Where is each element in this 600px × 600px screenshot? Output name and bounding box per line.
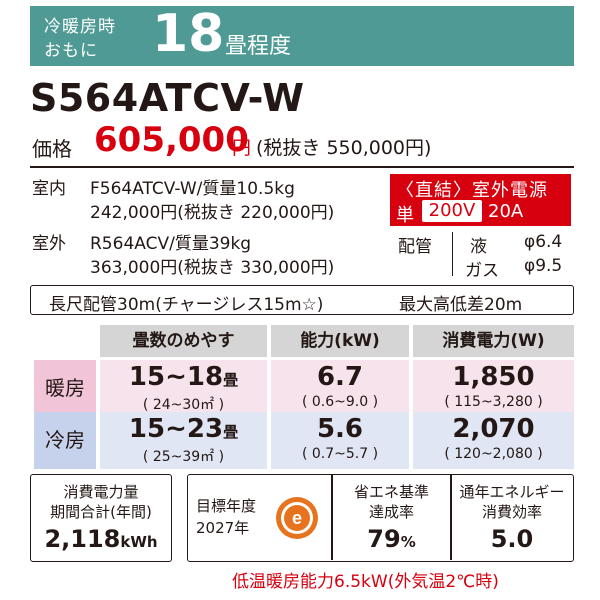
- outdoor-price: 363,000円(税抜き 330,000円): [90, 258, 335, 278]
- outdoor-label: 室外: [32, 234, 66, 254]
- heating-row-label: 暖房: [34, 360, 96, 417]
- cooling-room-size-cell: 15~23畳 ( 25~39㎡ ): [100, 412, 267, 469]
- power-voltage: 200V: [422, 200, 482, 222]
- annual-consumption-value: 2,118kWh: [44, 525, 158, 553]
- power-single-phase: 単: [396, 205, 414, 226]
- indoor-label: 室内: [32, 179, 66, 199]
- heating-power-range: ( 115~3,280 ): [444, 394, 543, 410]
- percent-unit: %: [400, 533, 416, 551]
- power-supply-badge: 〈直結〉室外電源 単 200V 20A: [390, 174, 571, 226]
- header-tatami-value: 18: [152, 4, 225, 64]
- room-size-header: 冷暖房時 おもに 18 畳程度: [30, 4, 574, 66]
- heating-capacity: 6.7: [316, 362, 364, 392]
- tatami-unit: 畳: [223, 371, 239, 389]
- cooling-room-size: 15~23畳: [128, 414, 239, 444]
- cooling-room-area: ( 25~39㎡ ): [142, 449, 225, 465]
- cooling-power: 2,070: [452, 414, 535, 444]
- gas-pipe-label: ガス: [465, 261, 499, 281]
- energy-efficiency-box: 目標年度 2027年 e 省エネ基準 達成率 79% 通年エネルギー 消費効率 …: [187, 474, 574, 562]
- liquid-pipe-label: 液: [470, 237, 487, 257]
- liquid-pipe-size: φ6.4: [524, 232, 563, 252]
- achievement-rate-value: 79%: [367, 525, 416, 553]
- heating-power: 1,850: [452, 362, 535, 392]
- kwh-unit: kWh: [120, 533, 158, 551]
- annual-period-label: 期間合計(年間): [50, 503, 152, 521]
- header-tatami-unit: 畳程度: [225, 34, 292, 59]
- annual-efficiency-value: 5.0: [490, 525, 534, 553]
- annual-efficiency-label: 通年エネルギー: [459, 483, 565, 501]
- power-amperage: 20A: [488, 201, 524, 222]
- consumption-efficiency-label: 消費効率: [481, 503, 542, 521]
- divider: [30, 166, 574, 168]
- max-pipe-length: 長尺配管30m(チャージレス15m☆): [49, 295, 324, 315]
- standard-achievement-label: 省エネ基準: [353, 483, 429, 501]
- gas-pipe-size: φ9.5: [524, 256, 563, 276]
- header-mainly-label: おもに: [44, 41, 98, 61]
- outdoor-model-weight: R564ACV/質量39kg: [90, 234, 252, 254]
- indoor-price: 242,000円(税抜き 220,000円): [90, 203, 335, 223]
- divider: [450, 475, 452, 560]
- cooling-power-range: ( 120~2,080 ): [444, 446, 543, 462]
- header-power-consumption: 消費電力(W): [413, 325, 574, 357]
- price-tax-note: (税抜き 550,000円): [256, 137, 432, 159]
- heating-capacity-cell: 6.7 ( 0.6~9.0 ): [271, 360, 409, 417]
- heating-capacity-range: ( 0.6~9.0 ): [301, 394, 379, 410]
- power-supply-label: 〈直結〉室外電源: [396, 180, 548, 201]
- header-room-size: 畳数のめやす: [100, 325, 267, 357]
- max-height-difference: 最大高低差20m: [399, 295, 523, 315]
- heating-room-area: ( 24~30㎡ ): [142, 397, 225, 413]
- model-number: S564ATCV-W: [30, 76, 305, 120]
- tatami-unit: 畳: [223, 423, 239, 441]
- header-capacity: 能力(kW): [271, 325, 409, 357]
- cooling-capacity-cell: 5.6 ( 0.7~5.7 ): [271, 412, 409, 469]
- heating-room-size: 15~18畳: [128, 362, 239, 392]
- cooling-power-cell: 2,070 ( 120~2,080 ): [413, 412, 574, 469]
- target-year-label: 目標年度: [196, 497, 257, 515]
- heating-power-cell: 1,850 ( 115~3,280 ): [413, 360, 574, 417]
- annual-consumption-box: 消費電力量 期間合計(年間) 2,118kWh: [30, 474, 172, 562]
- indoor-model-weight: F564ATCV-W/質量10.5kg: [90, 179, 295, 199]
- heating-room-size-cell: 15~18畳 ( 24~30㎡ ): [100, 360, 267, 417]
- low-temp-heating-note: 低温暖房能力6.5kW(外気温2℃時): [232, 572, 499, 592]
- cooling-capacity: 5.6: [316, 414, 364, 444]
- divider: [331, 475, 333, 560]
- energy-saving-mark-icon: e: [276, 497, 318, 539]
- cooling-row-label: 冷房: [34, 412, 96, 469]
- price-value: 605,000: [94, 120, 249, 160]
- piping-length-box: 長尺配管30m(チャージレス15m☆) 最大高低差20m: [30, 285, 574, 315]
- target-year-value: 2027年: [196, 519, 250, 537]
- eco-mark-letter: e: [292, 508, 302, 528]
- cooling-capacity-range: ( 0.7~5.7 ): [301, 446, 379, 462]
- header-mode-label: 冷暖房時: [44, 17, 116, 37]
- price-label: 価格: [32, 137, 72, 161]
- piping-label: 配管: [398, 237, 432, 257]
- achievement-rate-label: 達成率: [368, 503, 414, 521]
- piping-bracket: [452, 232, 460, 276]
- price-yen: 円: [232, 137, 252, 159]
- annual-consumption-label: 消費電力量: [63, 483, 139, 501]
